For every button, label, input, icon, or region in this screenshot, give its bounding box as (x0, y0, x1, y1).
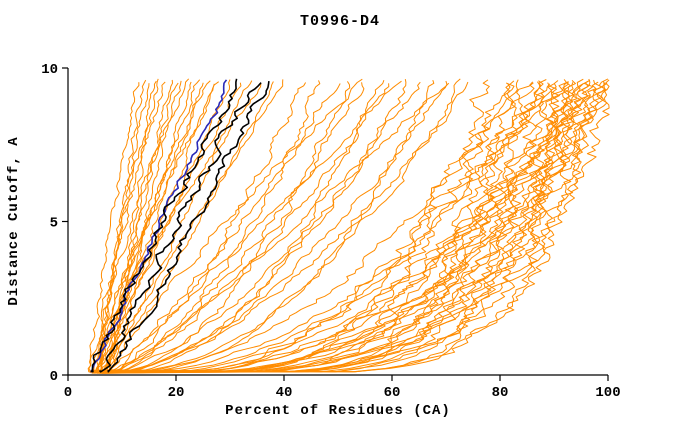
model-curve (94, 79, 407, 374)
model-curve (109, 80, 402, 373)
model-curve (110, 79, 571, 374)
model-curve (106, 83, 584, 373)
model-curve (103, 81, 351, 373)
model-curve (101, 80, 515, 374)
model-curve (99, 79, 610, 373)
model-curve (90, 83, 262, 373)
y-tick-label: 0 (50, 369, 58, 385)
x-tick-label: 80 (492, 385, 509, 401)
model-curve (99, 81, 421, 373)
model-curve (109, 79, 201, 374)
model-curve (107, 79, 594, 373)
x-tick-label: 40 (276, 385, 293, 401)
x-tick-label: 60 (384, 385, 401, 401)
model-curve (99, 80, 211, 374)
x-tick-label: 0 (64, 385, 72, 401)
axes (62, 67, 609, 381)
x-tick-label: 100 (595, 385, 620, 401)
tick-labels: 0 20 40 60 80 100 0 5 10 (41, 62, 620, 401)
model-curve (91, 80, 321, 373)
reference-curve (90, 79, 228, 373)
model-curve (100, 83, 150, 374)
model-curve (100, 78, 461, 373)
model-curve (107, 80, 157, 373)
highlight-curve (90, 78, 238, 373)
highlight-curves (90, 78, 270, 373)
model-curve (109, 78, 609, 373)
model-curve (101, 82, 574, 373)
y-tick-label: 5 (50, 216, 58, 232)
model-curve (108, 81, 599, 374)
model-curve (96, 81, 166, 373)
model-curve (102, 79, 284, 373)
model-curve (97, 79, 519, 373)
model-curve (93, 80, 559, 373)
model-curve (92, 79, 608, 373)
model-curve (98, 80, 385, 373)
chart-title: T0996-D4 (300, 13, 380, 30)
model-curve (97, 82, 608, 373)
model-curve (93, 82, 610, 373)
reference-curve-line (90, 79, 228, 373)
y-tick-label: 10 (41, 62, 58, 78)
model-curve (87, 81, 219, 373)
y-axis-label: Distance Cutoff, A (6, 136, 22, 305)
model-curve (97, 83, 341, 373)
model-curve (104, 83, 390, 373)
model-curve (88, 82, 140, 374)
model-curve (106, 81, 469, 373)
model-curve (95, 80, 448, 373)
model-curve (104, 81, 192, 373)
model-curve (95, 78, 584, 373)
model-curve (96, 81, 274, 374)
model-curve (110, 82, 450, 373)
highlight-curve (98, 82, 262, 373)
model-curve (92, 82, 365, 373)
model-curve (96, 80, 589, 374)
model-curve (90, 79, 490, 373)
highlight-curve (107, 81, 270, 373)
model-curve (105, 79, 435, 374)
model-curves (87, 78, 610, 374)
x-axis-label: Percent of Residues (CA) (225, 403, 451, 419)
model-curve (100, 80, 576, 374)
x-tick-label: 20 (168, 385, 185, 401)
model-curve (90, 81, 575, 373)
